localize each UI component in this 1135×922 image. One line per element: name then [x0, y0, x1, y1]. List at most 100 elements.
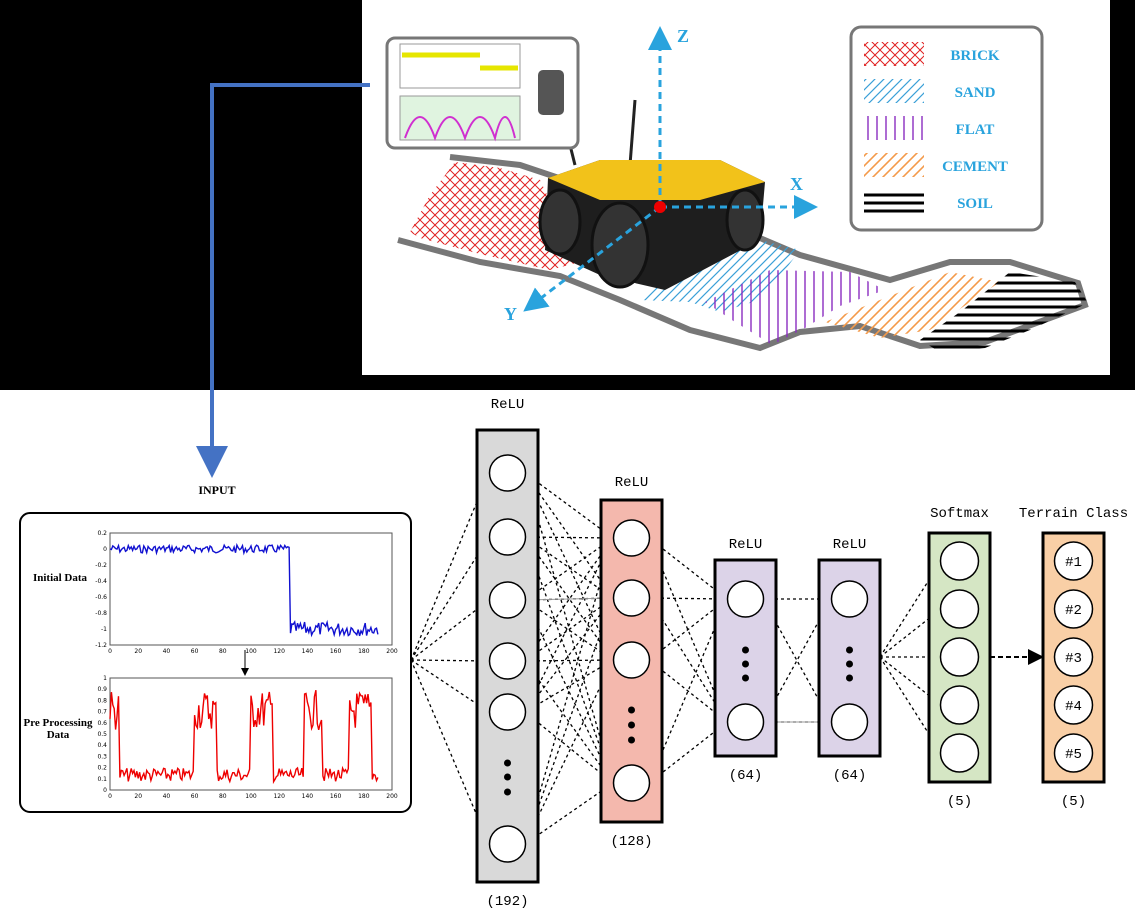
x-tick-label: 120: [273, 648, 285, 655]
x-tick-label: 80: [219, 648, 227, 655]
y-tick-label: -0.4: [95, 578, 107, 585]
connection: [524, 597, 614, 601]
neuron: [612, 579, 651, 617]
neuron: [1053, 541, 1094, 581]
x-tick-label: 40: [163, 793, 171, 800]
ellipsis-dot: [742, 646, 749, 654]
x-tick-label: 120: [273, 793, 285, 800]
x-tick-label: 160: [330, 793, 342, 800]
ellipsis-dot: [628, 736, 635, 744]
terrain: [397, 154, 1089, 352]
x-tick-label: 160: [330, 648, 342, 655]
x-tick-label: 100: [245, 648, 257, 655]
node-label: #3: [1065, 651, 1082, 667]
neuron: [612, 519, 651, 557]
connection: [524, 659, 614, 845]
layer-size: (64): [729, 768, 763, 784]
inset-signal: [402, 52, 518, 71]
x-tick-label: 140: [302, 793, 314, 800]
ellipsis-dot: [846, 660, 853, 668]
y-tick-label: -1.2: [95, 642, 107, 649]
node-label: #5: [1065, 747, 1082, 763]
y-tick-label: 0.8: [97, 697, 107, 704]
neuron: [830, 580, 869, 618]
connection: [524, 472, 614, 599]
activation-label: ReLU: [833, 537, 867, 553]
axis-label: Z: [677, 26, 689, 46]
y-tick-label: 0.2: [97, 530, 107, 537]
x-tick-label: 180: [358, 648, 370, 655]
x-tick-label: 140: [302, 648, 314, 655]
plot-label: Pre Processing Data: [23, 717, 93, 741]
activation-label: ReLU: [615, 475, 649, 491]
signal: [109, 689, 379, 785]
legend-swatch: [864, 79, 924, 103]
y-tick-label: 0.3: [97, 753, 107, 760]
x-tick-label: 40: [163, 648, 171, 655]
ellipsis-dot: [846, 646, 853, 654]
x-tick-label: 0: [108, 648, 112, 655]
connection: [524, 599, 614, 784]
node-label: #1: [1065, 555, 1082, 571]
input-arrow: [196, 83, 370, 478]
neuron: [612, 764, 651, 802]
neuron: [1053, 637, 1094, 677]
y-tick-label: 0.5: [97, 731, 107, 738]
legend-swatch: [864, 116, 924, 140]
connection: [648, 659, 728, 723]
connection: [524, 537, 614, 845]
neuron: [1053, 685, 1094, 725]
activation-label: Terrain Class: [1019, 506, 1128, 522]
neuron: [1053, 733, 1094, 773]
connection: [524, 537, 614, 662]
connection: [879, 656, 942, 754]
connection: [524, 597, 614, 713]
ellipsis-dot: [628, 721, 635, 729]
neuron: [939, 637, 980, 677]
sensor: [538, 70, 564, 115]
connection: [524, 597, 614, 662]
layer-size: (64): [833, 768, 867, 784]
ellipsis-dot: [504, 788, 511, 796]
input-title: INPUT: [198, 483, 235, 497]
robot: [538, 99, 765, 290]
y-tick-label: 0: [103, 546, 107, 553]
inset-signal: [404, 116, 516, 142]
layer-size: (5): [1061, 794, 1086, 810]
legend-label: CEMENT: [942, 159, 1008, 175]
node-label: #4: [1065, 699, 1082, 715]
neuron: [939, 541, 980, 581]
neuron: [488, 518, 527, 556]
x-tick-label: 80: [219, 793, 227, 800]
axis-label: X: [790, 174, 803, 194]
x-tick-label: 200: [386, 793, 398, 800]
connection: [524, 472, 614, 661]
y-tick-label: -0.6: [95, 594, 107, 601]
y-tick-label: 0.7: [97, 709, 107, 716]
connection: [879, 560, 942, 658]
connection: [524, 597, 614, 845]
neuron: [488, 454, 527, 492]
y-axis: [523, 205, 661, 312]
legend-label: BRICK: [950, 48, 1000, 64]
y-tick-label: -0.2: [95, 562, 107, 569]
legend: [849, 25, 1044, 232]
neuron: [939, 685, 980, 725]
connection: [648, 721, 728, 784]
x-tick-label: 0: [108, 793, 112, 800]
neuron: [939, 589, 980, 629]
activation-label: ReLU: [729, 537, 763, 553]
neuron: [488, 581, 527, 619]
connection: [524, 537, 614, 713]
connection: [410, 599, 490, 661]
ellipsis-dot: [504, 759, 511, 767]
y-tick-label: 0.4: [97, 742, 107, 749]
neuron: [939, 733, 980, 773]
connection: [524, 711, 614, 784]
neuron: [488, 825, 527, 863]
connection: [524, 659, 614, 662]
connection: [879, 608, 942, 658]
legend-swatch: [864, 42, 924, 66]
neuron: [488, 693, 527, 731]
